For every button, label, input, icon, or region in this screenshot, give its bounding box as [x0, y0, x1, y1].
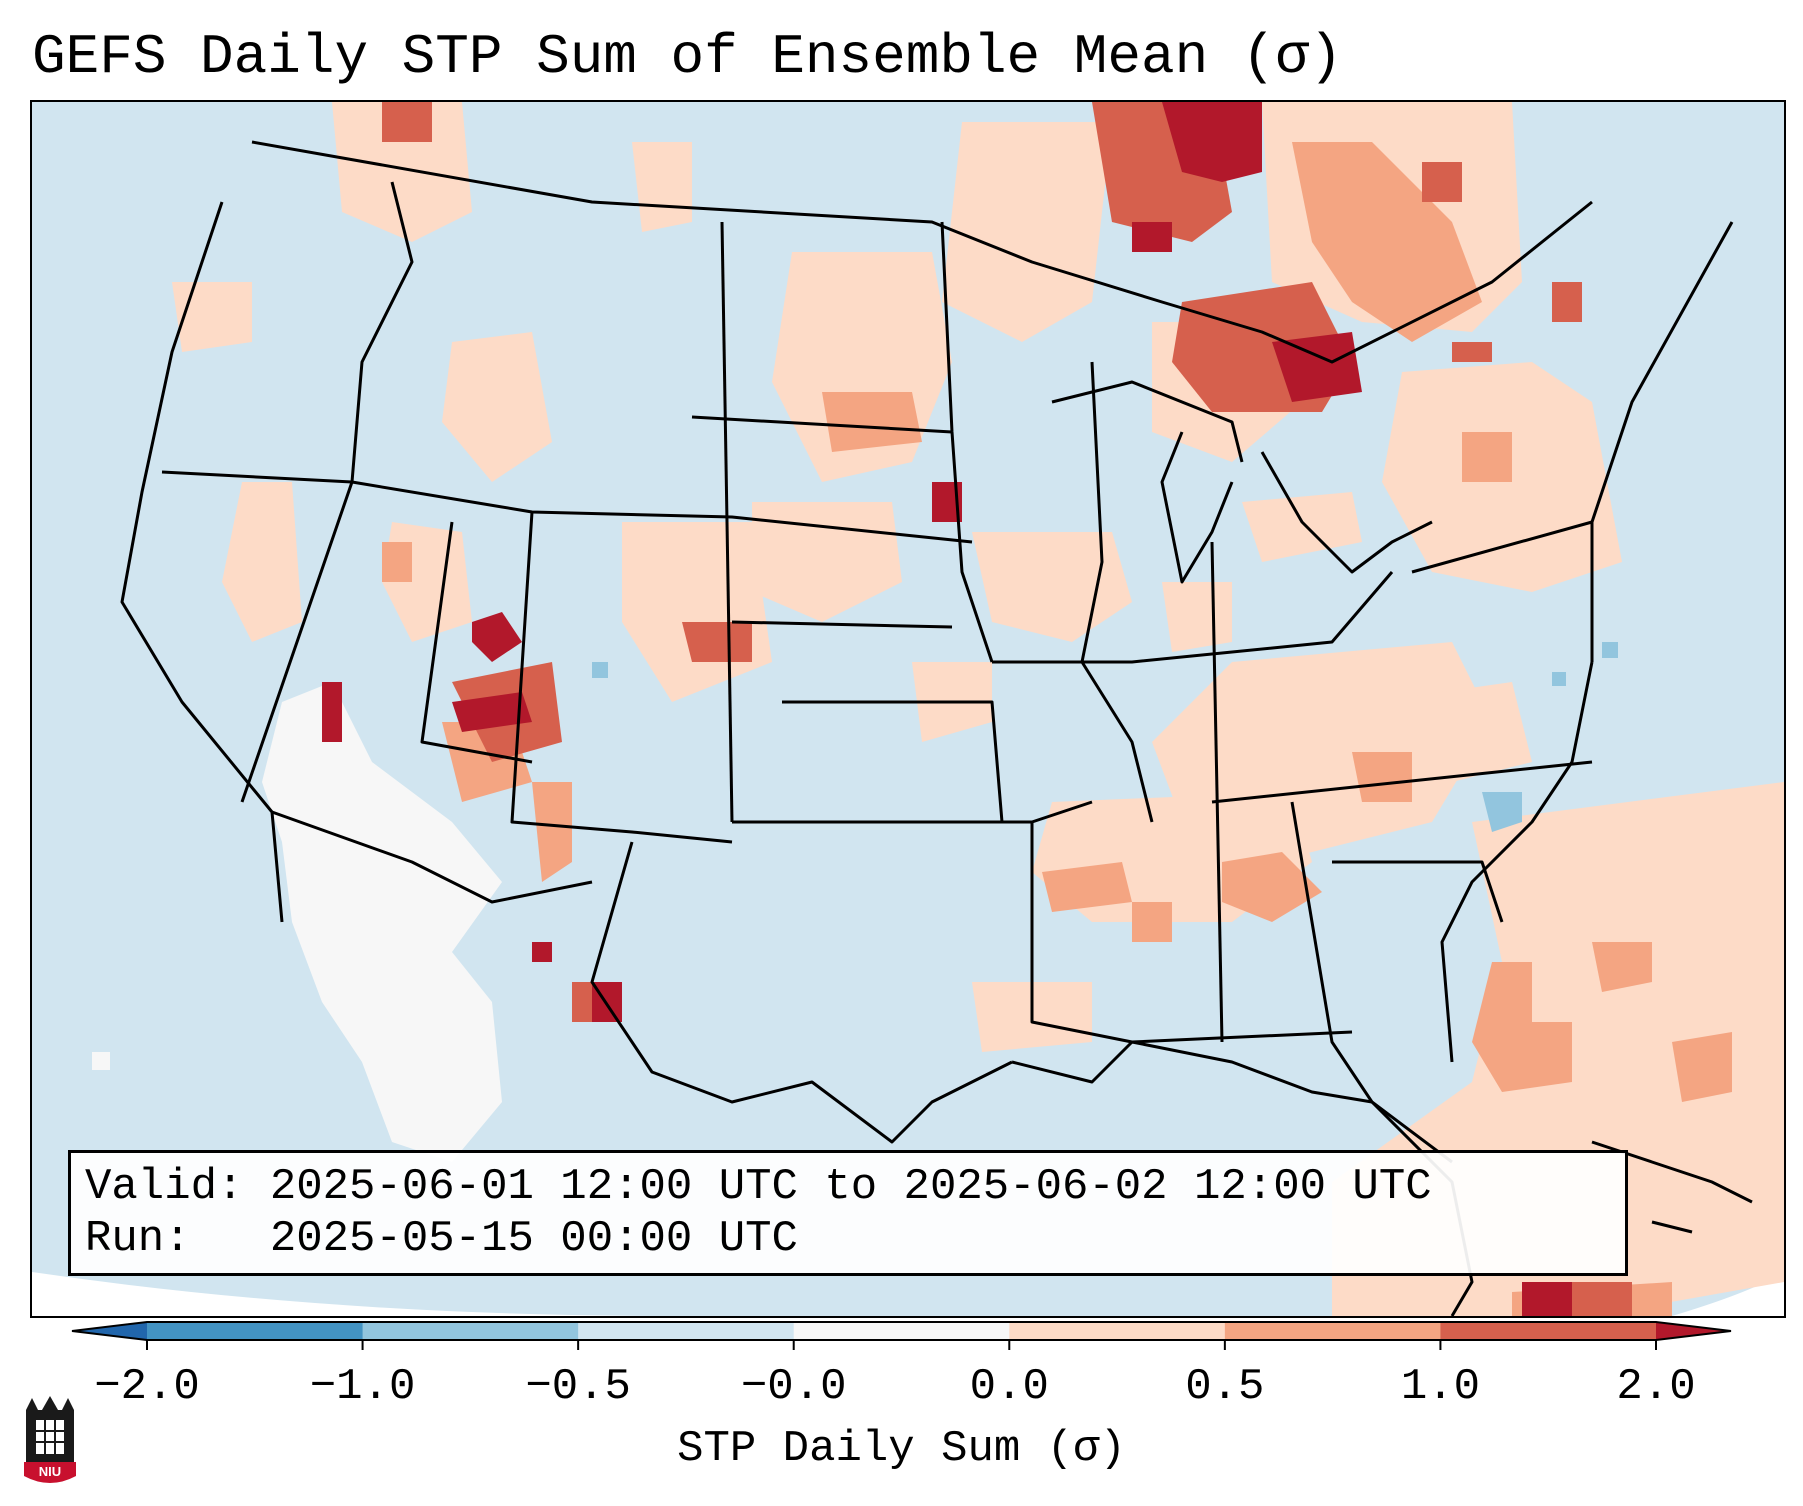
- domain-edge: [32, 1272, 672, 1316]
- near-zero-region: [92, 682, 502, 1162]
- valid-time-box: Valid: 2025-06-01 12:00 UTC to 2025-06-0…: [68, 1150, 1628, 1276]
- colorbar-tick-label: 0.5: [1185, 1362, 1265, 1412]
- colorbar-bin: [1440, 1322, 1657, 1340]
- logo-text: NIU: [39, 1464, 61, 1479]
- domain-edge: [1672, 1272, 1784, 1316]
- colorbar-bin: [147, 1322, 364, 1340]
- colorbar-tick-label: 1.0: [1400, 1362, 1481, 1412]
- state-boundaries: [120, 140, 1734, 1316]
- colorbar-bin: [793, 1322, 1010, 1340]
- colorbar-tick-label: −1.0: [309, 1362, 416, 1412]
- colorbar-bin: [578, 1322, 795, 1340]
- niu-logo: NIU: [24, 1396, 76, 1483]
- colorbar-bin: [362, 1322, 579, 1340]
- run-row: Run: 2025-05-15 00:00 UTC: [85, 1213, 1611, 1265]
- map-title: GEFS Daily STP Sum of Ensemble Mean (σ): [32, 25, 1343, 89]
- valid-value: 2025-06-01 12:00 UTC to 2025-06-02 12:00…: [269, 1162, 1432, 1212]
- colorbar-over-arrow: [1656, 1322, 1731, 1340]
- colorbar-tick-label: 0.0: [969, 1362, 1049, 1412]
- colorbar-tick-label: −0.0: [740, 1362, 847, 1412]
- colorbar-tick-label: 2.0: [1616, 1362, 1696, 1412]
- extreme-positive-regions: [322, 102, 1572, 1316]
- map-panel: [30, 100, 1786, 1318]
- colorbar-tick-label: −2.0: [94, 1362, 200, 1412]
- run-value: 2025-05-15 00:00 UTC: [269, 1214, 798, 1264]
- run-label: Run:: [85, 1214, 244, 1264]
- colorbar-bin: [1224, 1322, 1441, 1340]
- colorbar-bin: [1009, 1322, 1226, 1340]
- colorbar-tick-label: −0.5: [525, 1362, 631, 1412]
- colorbar: [71, 1321, 1732, 1350]
- colorbar-under-arrow: [72, 1322, 147, 1340]
- negative-regions: [592, 642, 1618, 832]
- valid-label: Valid:: [85, 1162, 244, 1212]
- map-canvas: [32, 102, 1784, 1316]
- valid-row: Valid: 2025-06-01 12:00 UTC to 2025-06-0…: [85, 1161, 1611, 1213]
- colorbar-label: STP Daily Sum (σ): [677, 1424, 1126, 1474]
